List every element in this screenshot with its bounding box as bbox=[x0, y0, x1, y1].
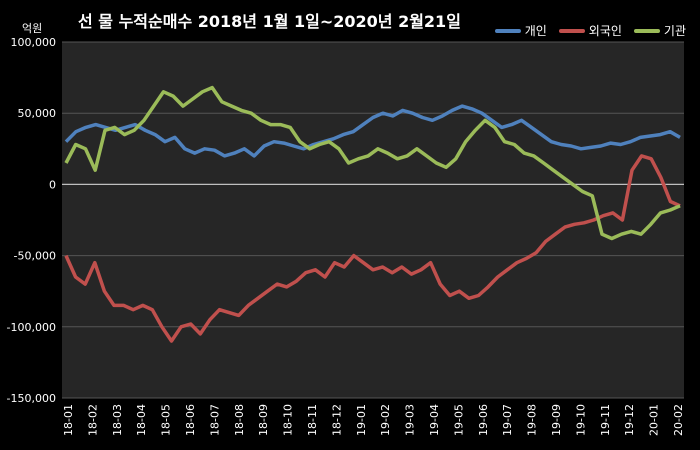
series-line-institution bbox=[64, 85, 681, 241]
legend-label-institution: 기관 bbox=[663, 24, 686, 38]
series-lines bbox=[64, 85, 681, 343]
x-tick-label: 19-02 bbox=[379, 404, 392, 436]
x-tick-label: 19-01 bbox=[355, 404, 368, 436]
y-tick-label: 100,000 bbox=[11, 36, 57, 49]
x-tick-label: 19-06 bbox=[477, 404, 490, 436]
unit-label: 억원 bbox=[22, 22, 43, 35]
chart-title: 선 물 누적순매수 2018년 1월 1일~2020년 2월21일 bbox=[78, 12, 461, 31]
x-tick-label: 18-09 bbox=[257, 404, 270, 436]
x-tick-label: 19-05 bbox=[452, 404, 465, 436]
y-tick-label: 50,000 bbox=[18, 107, 57, 120]
x-tick-label: 19-12 bbox=[623, 404, 636, 436]
x-tick-label: 19-10 bbox=[574, 404, 587, 436]
legend-swatch-institution bbox=[633, 28, 660, 33]
legend-swatch-individual bbox=[494, 28, 521, 33]
x-tick-label: 18-03 bbox=[111, 404, 124, 436]
x-tick-label: 19-08 bbox=[526, 404, 539, 436]
x-tick-label: 18-05 bbox=[160, 404, 173, 436]
y-axis: 100,000 50,000 0 -50,000 -100,000 -150,000 bbox=[7, 36, 56, 405]
x-tick-label: 18-02 bbox=[86, 404, 99, 436]
legend-label-foreign: 외국인 bbox=[588, 24, 622, 38]
x-tick-label: 18-04 bbox=[135, 404, 148, 436]
y-tick-label: -150,000 bbox=[7, 392, 56, 405]
series-line-individual bbox=[64, 104, 681, 158]
legend-item-individual: 개인 bbox=[494, 22, 547, 39]
x-tick-label: 18-06 bbox=[184, 404, 197, 436]
x-tick-label: 18-10 bbox=[282, 404, 295, 436]
x-tick-label: 19-03 bbox=[404, 404, 417, 436]
x-axis: 18-01 18-02 18-03 18-04 18-05 18-06 18-07 18-08… bbox=[62, 404, 685, 436]
x-tick-label: 18-07 bbox=[208, 404, 221, 436]
legend: 개인 외국인 기관 bbox=[494, 22, 686, 39]
legend-swatch-foreign bbox=[558, 28, 585, 33]
legend-label-individual: 개인 bbox=[524, 24, 547, 38]
x-tick-label: 19-07 bbox=[501, 404, 514, 436]
y-tick-label: -100,000 bbox=[7, 321, 56, 334]
y-tick-label: -50,000 bbox=[14, 250, 56, 263]
x-tick-label: 20-02 bbox=[672, 404, 685, 436]
series-line-foreign bbox=[64, 154, 681, 343]
x-tick-label: 18-01 bbox=[62, 404, 75, 436]
x-tick-label: 19-11 bbox=[599, 404, 612, 436]
x-tick-label: 19-09 bbox=[550, 404, 563, 436]
x-tick-label: 18-12 bbox=[330, 404, 343, 436]
plot-area bbox=[62, 42, 684, 398]
legend-item-foreign: 외국인 bbox=[558, 22, 622, 39]
legend-item-institution: 기관 bbox=[633, 22, 686, 39]
x-tick-label: 19-04 bbox=[428, 404, 441, 436]
gridlines bbox=[62, 41, 684, 399]
x-tick-label: 20-01 bbox=[648, 404, 661, 436]
y-tick-label: 0 bbox=[49, 178, 56, 191]
x-tick-label: 18-08 bbox=[233, 404, 246, 436]
x-tick-label: 18-11 bbox=[306, 404, 319, 436]
